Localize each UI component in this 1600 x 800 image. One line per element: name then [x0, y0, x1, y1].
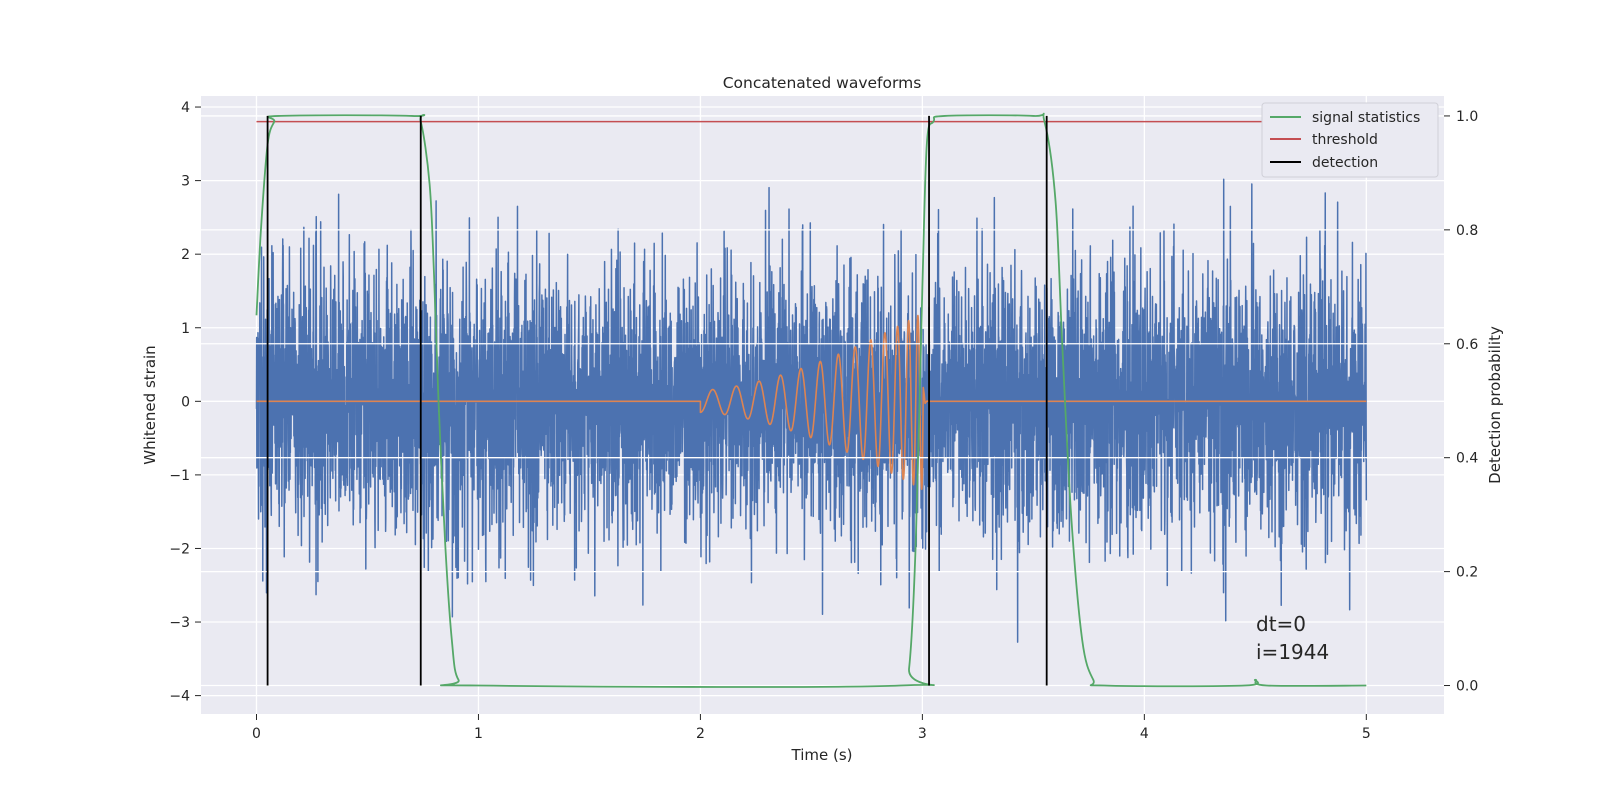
series-chirp-line	[256, 314, 1367, 491]
y-tick-label: 2	[181, 247, 190, 263]
x-tick-label: 2	[696, 726, 705, 742]
y-tick-label: −4	[169, 689, 190, 705]
series-noise-line	[255, 178, 1368, 643]
x-ticks: 0 1 2 3 4 5	[252, 714, 1371, 742]
y-ticks-right: 0.0 0.2 0.4 0.6 0.8 1.0	[1444, 109, 1478, 695]
x-tick-label: 0	[252, 726, 261, 742]
series-layer	[255, 178, 1368, 643]
legend-label-threshold: threshold	[1312, 132, 1378, 148]
y-right-tick-label: 0.6	[1456, 337, 1478, 353]
x-tick-label: 3	[918, 726, 927, 742]
x-tick-label: 5	[1362, 726, 1371, 742]
y-tick-label: −2	[169, 541, 190, 557]
y-right-tick-label: 0.8	[1456, 223, 1478, 239]
chart-title: Concatenated waveforms	[723, 74, 922, 92]
y-tick-label: 0	[181, 394, 190, 410]
y-axis-right-label: Detection probability	[1486, 326, 1504, 484]
legend-label-detection: detection	[1312, 155, 1378, 171]
y-tick-label: −3	[169, 615, 190, 631]
x-axis-label: Time (s)	[791, 746, 853, 764]
y-right-tick-label: 0.2	[1456, 565, 1478, 581]
annotation-index: i=1944	[1256, 640, 1329, 664]
y-tick-label: 4	[181, 100, 190, 116]
y-tick-label: 1	[181, 321, 190, 337]
grid-right	[201, 112, 1444, 688]
y-tick-label: 3	[181, 174, 190, 190]
y-axis-label: Whitened strain	[141, 345, 159, 464]
legend-box	[1261, 102, 1439, 178]
x-tick-label: 4	[1140, 726, 1149, 742]
y-right-tick-label: 0.4	[1456, 451, 1478, 467]
legend-label-signal-statistics: signal statistics	[1312, 110, 1420, 126]
y-tick-label: −1	[169, 468, 190, 484]
annotation-dt: dt=0	[1256, 612, 1306, 636]
y-right-tick-label: 1.0	[1456, 109, 1478, 125]
legend: signal statistics threshold detection	[1261, 102, 1439, 178]
y-right-tick-label: 0.0	[1456, 679, 1478, 695]
y-ticks: −4 −3 −2 −1 0 1 2 3 4	[169, 100, 201, 705]
x-tick-label: 1	[474, 726, 483, 742]
